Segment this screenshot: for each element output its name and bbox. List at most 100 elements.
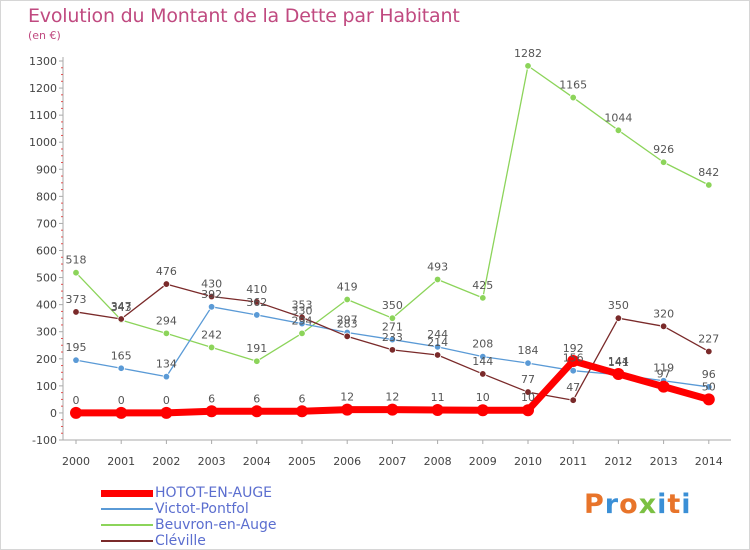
series-point-1	[162, 372, 171, 381]
series-point-0	[70, 406, 82, 419]
x-tick-label: 2000	[62, 455, 90, 468]
series-point-0	[296, 405, 308, 418]
series-point-3	[479, 370, 487, 378]
series-point-3	[524, 388, 532, 396]
data-label: 294	[292, 314, 313, 327]
data-label: 12	[340, 391, 354, 404]
series-point-0	[386, 403, 399, 416]
data-label: 10	[521, 391, 535, 404]
series-point-1	[705, 383, 713, 391]
data-label: 1165	[559, 79, 587, 92]
series-point-2	[72, 268, 80, 277]
series-point-3	[659, 322, 668, 330]
data-label: 297	[337, 314, 358, 327]
y-tick-label: 0	[50, 407, 57, 420]
series-point-0	[702, 393, 715, 406]
data-label: 195	[66, 341, 87, 354]
series-point-1	[524, 359, 532, 367]
x-tick-label: 2004	[243, 455, 271, 468]
y-tick-label: 800	[36, 190, 57, 203]
series-point-1	[72, 356, 80, 364]
data-label: 165	[111, 349, 132, 362]
data-label: 6	[208, 392, 215, 405]
data-label: 343	[111, 301, 132, 314]
data-label: 283	[337, 317, 358, 330]
data-label: 350	[382, 299, 403, 312]
y-tick-label: 200	[36, 353, 57, 366]
data-label: 156	[563, 352, 584, 365]
series-point-2	[479, 294, 487, 302]
x-tick-label: 2011	[559, 455, 587, 468]
y-tick-label: 600	[36, 245, 57, 258]
x-tick-label: 2014	[695, 455, 723, 468]
series-point-3	[253, 298, 261, 306]
x-tick-label: 2012	[604, 455, 632, 468]
data-label: 191	[246, 342, 267, 355]
legend-swatch	[101, 490, 153, 497]
series-point-0	[205, 405, 218, 418]
legend-swatch	[101, 540, 153, 542]
data-label: 1282	[514, 47, 542, 60]
logo-letter: P	[584, 489, 605, 520]
legend-swatch	[101, 524, 153, 526]
data-label: 271	[382, 321, 403, 334]
data-label: 320	[653, 307, 674, 320]
data-label: 518	[66, 254, 87, 267]
series-point-0	[567, 354, 580, 367]
series-point-2	[569, 93, 577, 102]
y-tick-label: 500	[36, 272, 57, 285]
data-label: 233	[382, 331, 403, 344]
series-point-3	[614, 314, 623, 322]
data-label: 0	[118, 394, 125, 407]
series-point-2	[162, 329, 171, 338]
series-point-0	[612, 367, 625, 380]
data-label: 208	[472, 338, 493, 351]
data-label: 476	[156, 265, 177, 278]
series-point-2	[614, 126, 623, 135]
y-tick-label: 1000	[29, 136, 57, 149]
y-tick-label: 300	[36, 326, 57, 339]
series-point-3	[569, 396, 577, 404]
proxiti-logo: Proxiti	[584, 489, 692, 520]
data-label: 144	[608, 355, 629, 368]
data-label: 373	[66, 293, 87, 306]
series-point-1	[207, 303, 216, 311]
series-point-2	[253, 357, 261, 365]
data-label: 1044	[604, 111, 632, 124]
data-label: 134	[156, 358, 177, 371]
legend-label: Cléville	[155, 533, 206, 549]
x-tick-label: 2003	[198, 455, 226, 468]
data-label: 214	[427, 336, 448, 349]
series-point-3	[343, 332, 351, 341]
data-label: 0	[73, 394, 80, 407]
data-label: 350	[608, 299, 629, 312]
x-tick-label: 2013	[650, 455, 678, 468]
series-point-0	[657, 380, 670, 393]
series-point-3	[298, 313, 306, 322]
series-point-0	[431, 403, 444, 416]
data-label: 347	[111, 300, 132, 313]
legend-label: HOTOT-EN-AUGE	[155, 485, 273, 501]
series-point-3	[72, 308, 80, 316]
x-tick-label: 2007	[378, 455, 406, 468]
data-label: 144	[472, 355, 493, 368]
y-tick-label: 1200	[29, 82, 57, 95]
series-point-1	[117, 364, 125, 372]
series-point-0	[522, 404, 534, 417]
data-label: 50	[702, 380, 716, 393]
y-tick-label: -100	[32, 434, 57, 447]
data-label: 12	[385, 391, 399, 404]
logo-letter: i	[657, 489, 668, 520]
unit-label: (en €)	[28, 29, 61, 42]
legend-swatch	[101, 508, 153, 510]
x-tick-label: 2006	[333, 455, 361, 468]
data-label: 362	[246, 296, 267, 309]
series-point-3	[705, 347, 713, 356]
x-tick-label: 2010	[514, 455, 542, 468]
data-label: 842	[698, 166, 719, 179]
series-point-1	[479, 352, 487, 361]
logo-letter: r	[604, 489, 620, 520]
data-label: 294	[156, 314, 177, 327]
data-label: 97	[657, 368, 671, 381]
